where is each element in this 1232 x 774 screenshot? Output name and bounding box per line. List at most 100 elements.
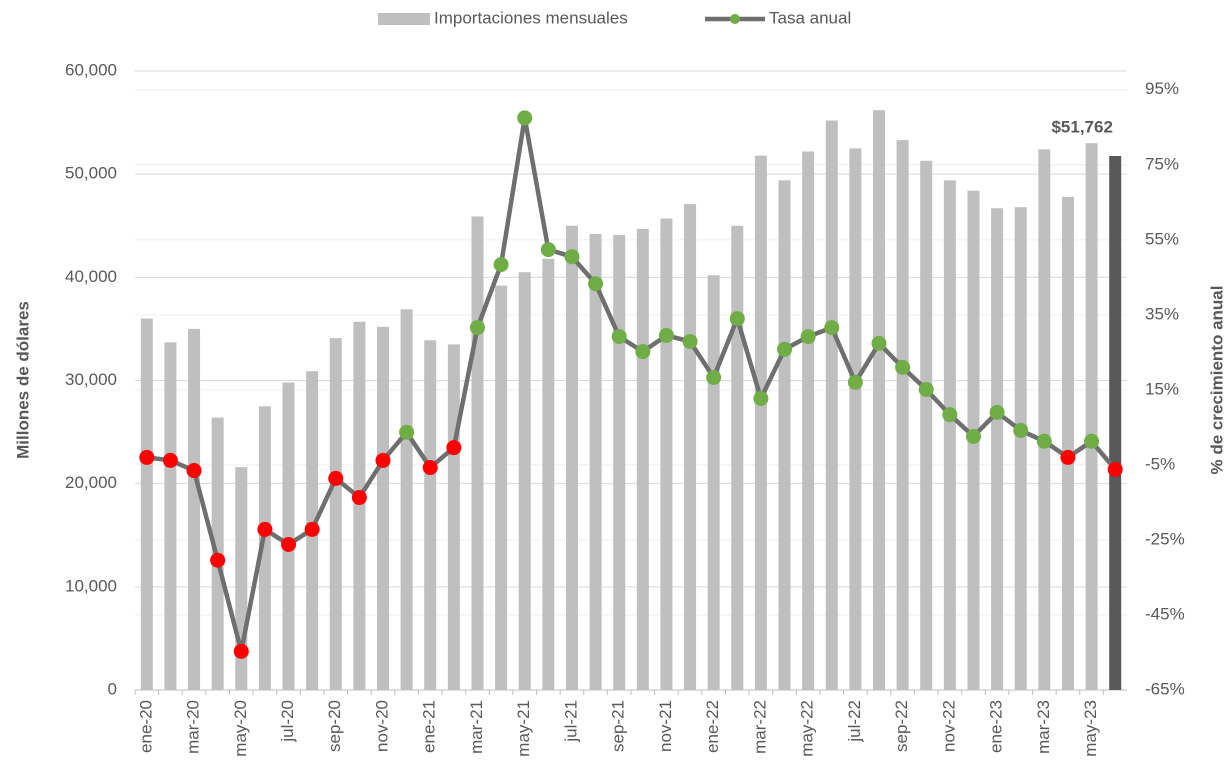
point <box>682 333 698 349</box>
point <box>162 452 178 468</box>
point <box>918 382 934 398</box>
point <box>328 470 344 486</box>
y-tick-label: 10,000 <box>65 576 117 595</box>
y2-tick-label: 55% <box>1145 229 1179 248</box>
bar <box>1061 196 1074 690</box>
bar <box>188 328 201 690</box>
y2-tick-label: -5% <box>1145 454 1175 473</box>
legend-label: Importaciones mensuales <box>434 8 628 27</box>
x-tick-label: nov-22 <box>939 700 958 752</box>
x-tick-label: may-23 <box>1081 700 1100 757</box>
point <box>1107 461 1123 477</box>
point <box>989 404 1005 420</box>
point <box>847 374 863 390</box>
y2-tick-label: -25% <box>1145 529 1185 548</box>
bar <box>849 148 862 690</box>
point <box>540 242 556 258</box>
point <box>517 110 533 126</box>
bar <box>991 208 1004 690</box>
point <box>186 463 202 479</box>
x-tick-label: mar-23 <box>1034 700 1053 754</box>
bar <box>518 272 531 690</box>
point <box>965 428 981 444</box>
point <box>469 320 485 336</box>
x-tick-label: mar-22 <box>750 700 769 754</box>
bar <box>636 228 649 690</box>
y-tick-label: 60,000 <box>65 60 117 79</box>
point <box>304 521 320 537</box>
bar <box>1038 149 1051 690</box>
legend-marker <box>730 14 740 24</box>
y-tick-label: 50,000 <box>65 164 117 183</box>
point <box>895 359 911 375</box>
x-tick-label: mar-21 <box>467 700 486 754</box>
y2-tick-label: 95% <box>1145 79 1179 98</box>
point <box>351 490 367 506</box>
y2-tick-label: 75% <box>1145 154 1179 173</box>
point <box>422 460 438 476</box>
bar <box>1109 155 1122 690</box>
x-tick-label: jul-20 <box>278 700 297 743</box>
x-tick-label: ene-23 <box>987 700 1006 753</box>
bar <box>896 140 909 690</box>
point <box>611 329 627 345</box>
y-tick-label: 30,000 <box>65 370 117 389</box>
legend-swatch <box>378 13 430 25</box>
x-tick-label: jul-21 <box>561 700 580 743</box>
bar <box>471 216 484 690</box>
bar <box>943 180 956 690</box>
bar <box>707 275 720 690</box>
bar <box>802 151 815 691</box>
bar <box>164 342 177 690</box>
point <box>493 257 509 273</box>
bar <box>920 160 933 690</box>
x-tick-label: sep-21 <box>609 700 628 752</box>
y-tick-label: 40,000 <box>65 267 117 286</box>
bar <box>825 120 838 690</box>
point <box>658 327 674 343</box>
bar <box>660 218 673 691</box>
point <box>1036 433 1052 449</box>
point <box>257 521 273 537</box>
x-tick-label: mar-20 <box>184 700 203 754</box>
bar <box>873 110 885 691</box>
x-tick-label: sep-20 <box>325 700 344 752</box>
bar <box>140 318 153 690</box>
bar <box>329 338 342 690</box>
x-tick-label: nov-20 <box>372 700 391 752</box>
y-axis-title: Millones de dólares <box>13 301 32 459</box>
y2-tick-label: -65% <box>1145 679 1185 698</box>
point <box>446 440 462 456</box>
bar <box>353 321 366 690</box>
point <box>824 320 840 336</box>
point <box>635 344 651 360</box>
bar <box>495 285 508 690</box>
x-tick-label: ene-20 <box>136 700 155 753</box>
x-tick-label: may-20 <box>231 700 250 757</box>
x-tick-label: ene-21 <box>420 700 439 753</box>
bar <box>400 309 413 690</box>
x-tick-label: jul-22 <box>845 700 864 743</box>
bar <box>778 180 791 690</box>
bar <box>377 326 389 690</box>
x-tick-label: nov-21 <box>656 700 675 752</box>
x-tick-label: sep-22 <box>892 700 911 752</box>
x-tick-label: ene-22 <box>703 700 722 753</box>
point <box>942 407 958 423</box>
point <box>375 452 391 468</box>
y2-axis-title: % de crecimiento anual <box>1207 286 1226 475</box>
x-tick-label: may-22 <box>798 700 817 757</box>
bar <box>1085 143 1098 690</box>
point <box>399 424 415 440</box>
point <box>777 341 793 357</box>
point <box>281 536 297 552</box>
bar <box>542 258 555 690</box>
point <box>1060 449 1076 465</box>
bar <box>613 235 626 690</box>
bar <box>731 225 744 690</box>
point <box>753 391 769 407</box>
bar <box>754 155 767 690</box>
bar <box>282 382 295 690</box>
y2-tick-label: 35% <box>1145 304 1179 323</box>
